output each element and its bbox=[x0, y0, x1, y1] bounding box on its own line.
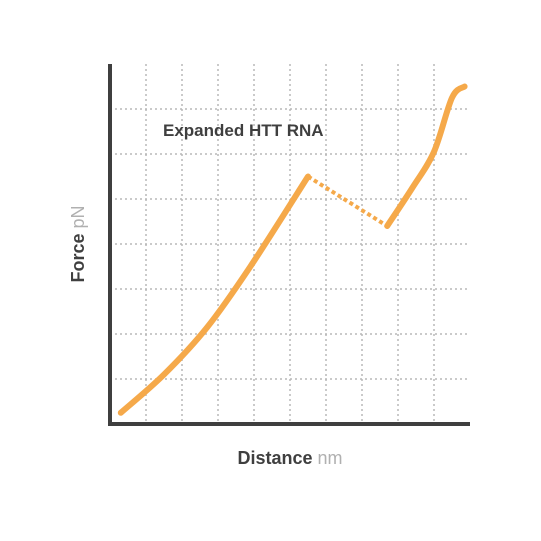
x-axis-label: Distance bbox=[237, 448, 312, 468]
curve-segment-1 bbox=[117, 173, 311, 416]
y-axis-unit: pN bbox=[68, 205, 88, 228]
curve-segment-2 bbox=[306, 174, 389, 228]
chart-annotation: Expanded HTT RNA bbox=[163, 121, 324, 140]
grid-lines bbox=[110, 64, 470, 424]
x-axis-title: Distance nm bbox=[237, 448, 342, 468]
curve-series bbox=[117, 83, 468, 416]
axes bbox=[108, 64, 470, 426]
y-axis-label: Force bbox=[68, 234, 88, 283]
x-axis-unit: nm bbox=[318, 448, 343, 468]
y-axis-title: Force pN bbox=[68, 205, 88, 282]
curve-segment-3 bbox=[384, 83, 468, 229]
